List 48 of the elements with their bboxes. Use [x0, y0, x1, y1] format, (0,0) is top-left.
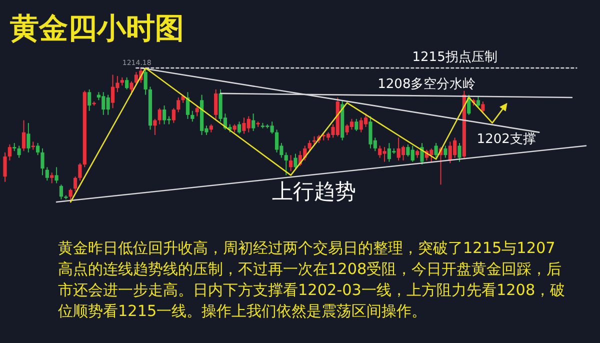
candlestick	[158, 108, 162, 125]
candlestick	[153, 118, 157, 136]
candlestick	[214, 88, 218, 120]
candlestick	[476, 96, 480, 108]
series-label: 1215拐点压制	[412, 50, 498, 65]
candlestick	[40, 148, 44, 176]
candlestick	[26, 122, 30, 153]
candlestick	[401, 145, 406, 161]
candlestick	[444, 145, 448, 158]
candlestick	[195, 105, 199, 117]
series-label: 1208多空分水岭	[378, 76, 476, 92]
candlestick	[458, 142, 462, 162]
candlestick	[50, 172, 54, 184]
candlestick	[387, 142, 392, 162]
candlestick	[434, 142, 438, 158]
candlestick	[17, 145, 21, 158]
candlestick	[144, 68, 148, 96]
candlestick	[190, 110, 194, 122]
candlestick	[420, 142, 424, 165]
candlestick	[252, 113, 256, 132]
candlestick	[289, 154, 293, 172]
candlestick	[284, 152, 288, 176]
candlestick	[176, 96, 180, 113]
candlestick	[237, 121, 242, 134]
chart-title: 黄金四小时图	[9, 11, 184, 45]
candlestick	[172, 108, 176, 124]
candlestick	[481, 101, 485, 114]
candlestick	[68, 188, 72, 202]
series-label: 1202支撑	[476, 132, 536, 148]
candlestick	[36, 142, 40, 156]
candlestick	[54, 166, 58, 184]
candlestick	[130, 80, 134, 96]
candlestick	[22, 120, 26, 152]
candlestick	[364, 113, 368, 128]
candlestick	[78, 162, 82, 182]
candlestick	[8, 144, 12, 161]
series-label: 上行趋势	[272, 180, 356, 204]
candlestick	[45, 166, 49, 182]
candlestick	[274, 129, 279, 153]
candlestick	[88, 88, 92, 112]
candlestick	[308, 140, 312, 152]
candlestick	[59, 184, 64, 200]
candlestick	[3, 152, 7, 182]
text: 黄金昨日低位回升收高，周初经过两个交易日的整理，突破了1215与1207高点的连线趋势线的压制，不过再一次在1208受阻，今日开盘黄金回踩，后市还会进一步走高。日内下方支撑看1202-03一线，上方阻力先看1208，破位顺势看1215一线。操作上我们依然是震荡区间操作。	[58, 238, 566, 322]
candlestick	[354, 118, 358, 132]
candlestick	[294, 153, 298, 170]
candlestick	[125, 76, 129, 90]
candlestick	[73, 176, 78, 192]
